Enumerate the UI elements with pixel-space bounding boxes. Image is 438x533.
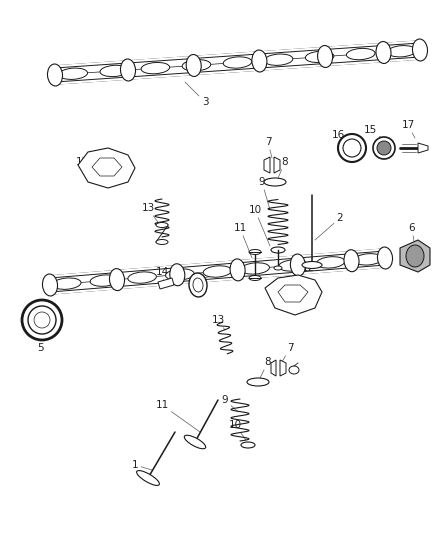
Text: 10: 10 [229,420,246,440]
Ellipse shape [249,276,261,280]
Text: 1: 1 [132,460,152,470]
Ellipse shape [316,257,345,268]
Ellipse shape [344,250,359,272]
Ellipse shape [137,471,159,486]
Text: 9: 9 [259,177,270,210]
Ellipse shape [193,278,203,292]
Polygon shape [158,278,174,289]
Text: 12: 12 [75,157,100,170]
Ellipse shape [90,275,119,286]
Polygon shape [418,143,428,153]
Ellipse shape [247,378,269,386]
Ellipse shape [28,306,56,334]
Text: 8: 8 [260,357,271,378]
Ellipse shape [230,259,245,281]
Ellipse shape [252,50,267,72]
Ellipse shape [388,46,416,57]
Text: 8: 8 [278,157,288,178]
Ellipse shape [110,269,124,290]
Ellipse shape [406,245,424,267]
Ellipse shape [279,260,307,271]
Ellipse shape [346,49,375,60]
Ellipse shape [264,178,286,186]
Polygon shape [78,148,135,188]
Ellipse shape [264,54,293,66]
Ellipse shape [156,239,168,245]
Ellipse shape [302,262,322,269]
Ellipse shape [373,137,395,159]
Text: 4: 4 [198,267,228,280]
Text: 6: 6 [409,223,415,248]
Polygon shape [265,275,322,315]
Text: 10: 10 [248,205,270,246]
Ellipse shape [241,442,255,448]
Ellipse shape [223,57,252,68]
Ellipse shape [241,263,269,274]
Ellipse shape [120,59,135,81]
Ellipse shape [274,266,282,270]
Ellipse shape [290,254,305,276]
Ellipse shape [42,274,57,296]
Ellipse shape [59,68,88,79]
Text: 9: 9 [222,395,238,412]
Ellipse shape [34,312,50,328]
Ellipse shape [271,247,285,253]
Polygon shape [92,158,122,176]
Ellipse shape [100,65,129,77]
Ellipse shape [166,269,194,280]
Text: 16: 16 [332,130,350,142]
Ellipse shape [289,366,299,374]
Ellipse shape [305,51,334,62]
Text: 14: 14 [155,267,169,282]
Polygon shape [264,157,270,173]
Text: 2: 2 [315,213,343,240]
Ellipse shape [186,54,201,77]
Text: 12: 12 [295,263,314,282]
Ellipse shape [376,42,391,63]
Ellipse shape [378,247,392,269]
Polygon shape [400,240,430,272]
Text: 13: 13 [141,203,162,228]
Ellipse shape [203,266,232,277]
Polygon shape [278,285,308,302]
Ellipse shape [189,273,207,297]
Ellipse shape [156,222,168,228]
Text: 3: 3 [185,82,208,107]
Text: 17: 17 [401,120,415,138]
Ellipse shape [184,435,206,449]
Ellipse shape [377,141,391,155]
Text: 7: 7 [265,137,272,158]
Text: 11: 11 [155,400,200,432]
Ellipse shape [170,264,185,286]
Ellipse shape [354,254,382,265]
Polygon shape [271,360,276,376]
Polygon shape [274,157,280,173]
Polygon shape [280,360,286,376]
Text: 5: 5 [37,330,43,353]
Text: 7: 7 [282,343,293,362]
Ellipse shape [182,60,211,71]
Ellipse shape [128,272,156,283]
Ellipse shape [343,139,361,157]
Text: 15: 15 [364,125,382,138]
Ellipse shape [141,62,170,74]
Ellipse shape [22,300,62,340]
Ellipse shape [318,45,332,68]
Ellipse shape [413,39,427,61]
Ellipse shape [338,134,366,162]
Text: 11: 11 [233,223,252,258]
Ellipse shape [47,64,63,86]
Ellipse shape [53,278,81,289]
Ellipse shape [249,249,261,254]
Text: 13: 13 [212,315,225,330]
